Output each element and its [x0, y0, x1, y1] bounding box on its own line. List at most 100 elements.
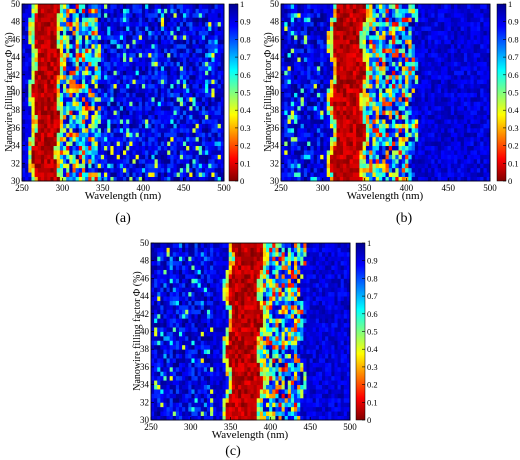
heatmap-cell	[316, 43, 321, 49]
heatmap-cell	[421, 167, 426, 173]
heatmap-cell	[339, 96, 344, 102]
heatmap-cell	[287, 88, 292, 93]
heatmap-cell	[329, 57, 334, 62]
heatmap-cell	[336, 39, 341, 45]
heatmap-cell	[63, 176, 67, 182]
heatmap-cell	[69, 141, 73, 147]
heatmap-cell	[454, 154, 458, 160]
heatmap-cell	[154, 92, 159, 98]
heatmap-cell	[372, 17, 377, 23]
heatmap-cell	[148, 163, 152, 169]
heatmap-cell	[444, 150, 448, 155]
heatmap-cell	[59, 52, 64, 58]
heatmap-cell	[408, 136, 413, 142]
heatmap-cell	[97, 26, 102, 31]
heatmap-cell	[392, 132, 396, 138]
heatmap-cell	[356, 96, 360, 102]
heatmap-cell	[138, 92, 143, 98]
heatmap-cell	[148, 132, 152, 138]
heatmap-cell	[173, 4, 178, 9]
heatmap-cell	[333, 154, 337, 160]
heatmap-cell	[333, 43, 337, 49]
heatmap-cell	[170, 74, 174, 80]
heatmap-cell	[72, 110, 77, 116]
heatmap-cell	[431, 110, 435, 116]
heatmap-cell	[217, 127, 222, 133]
heatmap-cell	[336, 61, 341, 67]
heatmap-cell	[198, 119, 203, 124]
heatmap-cell	[192, 65, 196, 71]
heatmap-cell	[88, 150, 92, 155]
heatmap-cell	[85, 21, 89, 27]
heatmap-cell	[447, 154, 452, 160]
heatmap-cell	[217, 79, 222, 85]
heatmap-cell	[297, 127, 301, 133]
heatmap-cell	[313, 88, 318, 93]
heatmap-cell	[362, 17, 367, 23]
heatmap-cell	[441, 132, 445, 138]
heatmap-cell	[205, 176, 209, 182]
heatmap-cell	[97, 12, 102, 18]
heatmap-cell	[463, 57, 468, 62]
heatmap-cell	[40, 12, 45, 18]
heatmap-cell	[179, 52, 184, 58]
heatmap-cell	[189, 30, 193, 36]
heatmap-cell	[287, 101, 292, 107]
heatmap-cell	[135, 34, 140, 40]
heatmap-cell	[78, 26, 83, 31]
heatmap-cell	[320, 163, 324, 169]
heatmap-cell	[320, 127, 324, 133]
heatmap-cell	[411, 83, 416, 89]
heatmap-cell	[434, 30, 439, 36]
heatmap-cell	[450, 70, 455, 76]
heatmap-cell	[310, 79, 315, 85]
heatmap-cell	[47, 30, 51, 36]
heatmap-cell	[463, 88, 468, 93]
heatmap-cell	[170, 34, 174, 40]
heatmap-cell	[66, 48, 70, 54]
heatmap-cell	[179, 110, 184, 116]
heatmap-cell	[138, 123, 143, 129]
heatmap-cell	[290, 79, 295, 85]
heatmap-cell	[336, 52, 341, 58]
heatmap-cell	[148, 167, 152, 173]
heatmap-cell	[167, 136, 171, 142]
heatmap-cell	[94, 105, 99, 111]
heatmap-cell	[145, 17, 149, 23]
heatmap-cell	[119, 4, 124, 9]
heatmap-cell	[211, 65, 215, 71]
heatmap-cell	[201, 132, 206, 138]
heatmap-cell	[50, 92, 54, 98]
heatmap-cell	[66, 176, 70, 182]
heatmap-cell	[300, 92, 305, 98]
heatmap-cell	[483, 158, 488, 164]
heatmap-cell	[22, 172, 26, 177]
heatmap-cell	[467, 88, 471, 93]
heatmap-cell	[154, 74, 159, 80]
heatmap-cell	[157, 65, 162, 71]
heatmap-cell	[170, 110, 174, 116]
heatmap-cell	[25, 34, 29, 40]
heatmap-cell	[145, 39, 149, 45]
heatmap-cell	[444, 79, 448, 85]
heatmap-cell	[418, 92, 422, 98]
heatmap-cell	[164, 88, 168, 93]
heatmap-cell	[182, 34, 187, 40]
heatmap-cell	[307, 158, 311, 164]
heatmap-cell	[476, 154, 481, 160]
heatmap-cell	[40, 136, 45, 142]
heatmap-cell	[411, 132, 416, 138]
heatmap-cell	[151, 123, 155, 129]
heatmap-cell	[145, 92, 149, 98]
heatmap-cell	[211, 52, 215, 58]
heatmap-cell	[116, 48, 121, 54]
heatmap-cell	[97, 4, 102, 9]
heatmap-cell	[434, 74, 439, 80]
heatmap-cell	[176, 21, 181, 27]
heatmap-cell	[198, 110, 203, 116]
heatmap-cell	[94, 17, 99, 23]
heatmap-cell	[69, 127, 73, 133]
heatmap-cell	[107, 136, 111, 142]
heatmap-cell	[110, 163, 114, 169]
heatmap-cell	[145, 61, 149, 67]
